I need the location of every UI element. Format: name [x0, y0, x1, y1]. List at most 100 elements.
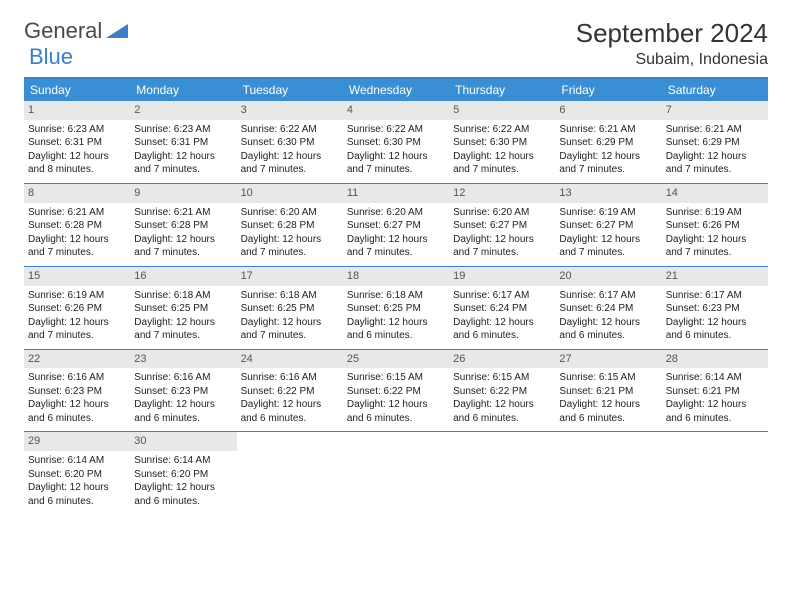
sunset-line: Sunset: 6:29 PM: [559, 136, 657, 150]
day-cell: 2Sunrise: 6:23 AMSunset: 6:31 PMDaylight…: [130, 101, 236, 183]
day-number: 14: [662, 184, 768, 203]
day-cell: 23Sunrise: 6:16 AMSunset: 6:23 PMDayligh…: [130, 350, 236, 432]
daylight-line: Daylight: 12 hours and 7 minutes.: [28, 233, 126, 260]
sunset-line: Sunset: 6:23 PM: [666, 302, 764, 316]
sunrise-line: Sunrise: 6:23 AM: [134, 123, 232, 137]
week-row: 29 Sunrise: 6:14 AM Sunset: 6:20 PMDayligh…: [24, 432, 768, 514]
day-cell: 5Sunrise: 6:22 AMSunset: 6:30 PMDaylight…: [449, 101, 555, 183]
day-number: 2: [130, 101, 236, 120]
daylight-line: Daylight: 12 hours and 7 minutes.: [453, 233, 551, 260]
sunrise-line: Sunrise: 6:21 AM: [28, 206, 126, 220]
day-number: 18: [343, 267, 449, 286]
day-cell: 27Sunrise: 6:15 AMSunset: 6:21 PMDayligh…: [555, 350, 661, 432]
daylight-line: Daylight: 12 hours and 6 minutes.: [666, 316, 764, 343]
sunrise-line: Sunrise: 6:18 AM: [241, 289, 339, 303]
daylight-line: Daylight: 12 hours and 6 minutes.: [134, 481, 232, 508]
daylight-line: Daylight: 12 hours and 7 minutes.: [134, 316, 232, 343]
location: Subaim, Indonesia: [576, 51, 768, 69]
sunset-line: Sunset: 6:29 PM: [666, 136, 764, 150]
month-title: September 2024: [576, 18, 768, 49]
daylight-line: Daylight: 12 hours and 7 minutes.: [241, 233, 339, 260]
day-cell: 18Sunrise: 6:18 AMSunset: 6:25 PMDayligh…: [343, 267, 449, 349]
daylight-line: Daylight: 12 hours and 7 minutes.: [241, 150, 339, 177]
day-cell: 16Sunrise: 6:18 AMSunset: 6:25 PMDayligh…: [130, 267, 236, 349]
daylight-line: Daylight: 12 hours and 6 minutes.: [453, 316, 551, 343]
day-number: 27: [555, 350, 661, 369]
sunset-line: Sunset: 6:28 PM: [28, 219, 126, 233]
sunrise-line: Sunrise: 6:18 AM: [134, 289, 232, 303]
sunrise-line: Sunrise: 6:21 AM: [134, 206, 232, 220]
daylight-line: Daylight: 12 hours and 7 minutes.: [559, 233, 657, 260]
logo-text-blue: Blue: [29, 44, 73, 70]
daylight-line: Daylight: 12 hours and 7 minutes.: [453, 150, 551, 177]
day-number: 20: [555, 267, 661, 286]
sunset-line: Sunset: 6:28 PM: [134, 219, 232, 233]
daylight-line: Daylight: 12 hours and 6 minutes.: [666, 398, 764, 425]
day-header: Monday: [130, 79, 236, 101]
daylight-line: Daylight: 12 hours and 6 minutes.: [559, 316, 657, 343]
day-number: 26: [449, 350, 555, 369]
sunrise-line: Sunrise: 6:16 AM: [28, 371, 126, 385]
sunrise-line: Sunrise: 6:15 AM: [559, 371, 657, 385]
day-cell: 7Sunrise: 6:21 AMSunset: 6:29 PMDaylight…: [662, 101, 768, 183]
week-row: 15Sunrise: 6:19 AMSunset: 6:26 PMDayligh…: [24, 267, 768, 350]
day-number: 25: [343, 350, 449, 369]
daylight-line: Daylight: 12 hours and 7 minutes.: [666, 150, 764, 177]
day-cell: 9Sunrise: 6:21 AMSunset: 6:28 PMDaylight…: [130, 184, 236, 266]
sunrise-line: Sunrise: 6:20 AM: [347, 206, 445, 220]
sunrise-line: Sunrise: 6:17 AM: [453, 289, 551, 303]
sunset-line: Sunset: 6:26 PM: [666, 219, 764, 233]
daylight-line: Daylight: 12 hours and 8 minutes.: [28, 150, 126, 177]
title-block: September 2024 Subaim, Indonesia: [576, 18, 768, 69]
sunset-line: Sunset: 6:25 PM: [347, 302, 445, 316]
sunset-line: Sunset: 6:28 PM: [241, 219, 339, 233]
sunset-line: Sunset: 6:30 PM: [453, 136, 551, 150]
sunrise-line: Sunrise: 6:20 AM: [453, 206, 551, 220]
header: General September 2024 Subaim, Indonesia: [24, 18, 768, 69]
day-number: 22: [24, 350, 130, 369]
day-cell: 24Sunrise: 6:16 AMSunset: 6:22 PMDayligh…: [237, 350, 343, 432]
day-cell: 17Sunrise: 6:18 AMSunset: 6:25 PMDayligh…: [237, 267, 343, 349]
sunrise-line: Sunrise: 6:19 AM: [666, 206, 764, 220]
day-number: 6: [555, 101, 661, 120]
day-cell: 20Sunrise: 6:17 AMSunset: 6:24 PMDayligh…: [555, 267, 661, 349]
sunrise-line: Sunrise: 6:19 AM: [28, 289, 126, 303]
day-header: Sunday: [24, 79, 130, 101]
day-cell: 15Sunrise: 6:19 AMSunset: 6:26 PMDayligh…: [24, 267, 130, 349]
day-number: 1: [24, 101, 130, 120]
daylight-line: Daylight: 12 hours and 7 minutes.: [28, 316, 126, 343]
sunrise-line: Sunrise: 6:14 AM: [28, 454, 126, 468]
daylight-line: Daylight: 12 hours and 6 minutes.: [453, 398, 551, 425]
sunset-line: Sunset: 6:27 PM: [453, 219, 551, 233]
daylight-line: Daylight: 12 hours and 7 minutes.: [134, 233, 232, 260]
day-number: 17: [237, 267, 343, 286]
daylight-line: Daylight: 12 hours and 7 minutes.: [347, 150, 445, 177]
sunrise-line: Sunrise: 6:16 AM: [241, 371, 339, 385]
sunset-line: Sunset: 6:23 PM: [134, 385, 232, 399]
sunset-line: Sunset: 6:20 PM: [134, 468, 232, 482]
day-cell: 12 Sunrise: 6:20 AMSunset: 6:27 PMDayligh…: [449, 184, 555, 266]
daylight-line: Daylight: 12 hours and 7 minutes.: [559, 150, 657, 177]
sunrise-line: Sunrise: 6:15 AM: [453, 371, 551, 385]
day-number: 28: [662, 350, 768, 369]
sunrise-line: Sunrise: 6:21 AM: [666, 123, 764, 137]
sunset-line: Sunset: 6:22 PM: [453, 385, 551, 399]
day-number: 24: [237, 350, 343, 369]
week-row: 22Sunrise: 6:16 AMSunset: 6:23 PMDayligh…: [24, 350, 768, 433]
day-number: 29: [24, 432, 130, 451]
daylight-line: Daylight: 12 hours and 6 minutes.: [134, 398, 232, 425]
sunrise-line: Sunrise: 6:19 AM: [559, 206, 657, 220]
sunset-line: Sunset: 6:22 PM: [347, 385, 445, 399]
day-cell: 21Sunrise: 6:17 AMSunset: 6:23 PMDayligh…: [662, 267, 768, 349]
sunrise-line: Sunrise: 6:17 AM: [559, 289, 657, 303]
day-number: 16: [130, 267, 236, 286]
sunset-line: Sunset: 6:25 PM: [241, 302, 339, 316]
day-number: 12: [449, 184, 555, 203]
sunrise-line: Sunrise: 6:20 AM: [241, 206, 339, 220]
sunset-line: Sunset: 6:24 PM: [453, 302, 551, 316]
sunrise-line: Sunrise: 6:16 AM: [134, 371, 232, 385]
day-number: 8: [24, 184, 130, 203]
logo-text-general: General: [24, 18, 102, 44]
day-cell: 28Sunrise: 6:14 AMSunset: 6:21 PMDayligh…: [662, 350, 768, 432]
day-header: Tuesday: [237, 79, 343, 101]
